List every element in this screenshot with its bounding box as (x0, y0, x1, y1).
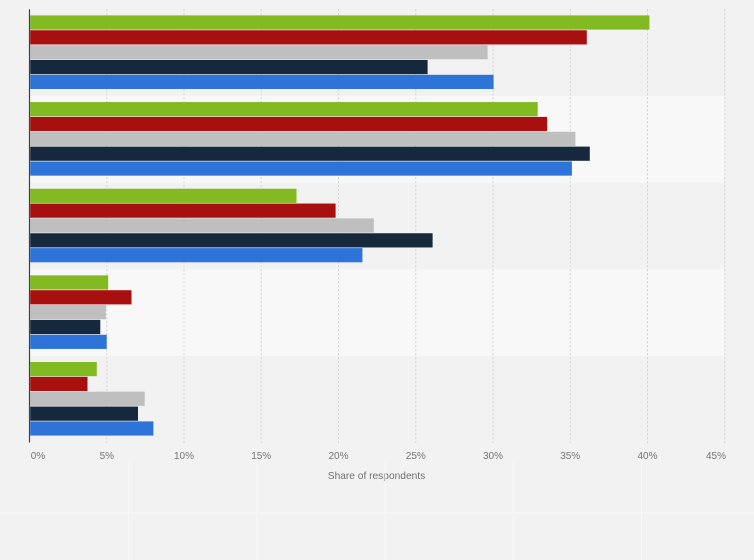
svg-text:15%: 15% (251, 451, 271, 462)
svg-text:35%: 35% (560, 451, 580, 462)
svg-text:0%: 0% (31, 451, 46, 462)
svg-text:Share of respondents: Share of respondents (328, 471, 425, 482)
svg-text:45%: 45% (706, 451, 726, 462)
svg-text:30%: 30% (483, 451, 503, 462)
svg-text:5%: 5% (100, 451, 115, 462)
svg-text:25%: 25% (406, 451, 426, 462)
svg-text:40%: 40% (637, 451, 657, 462)
svg-text:20%: 20% (328, 451, 348, 462)
svg-text:10%: 10% (174, 451, 194, 462)
